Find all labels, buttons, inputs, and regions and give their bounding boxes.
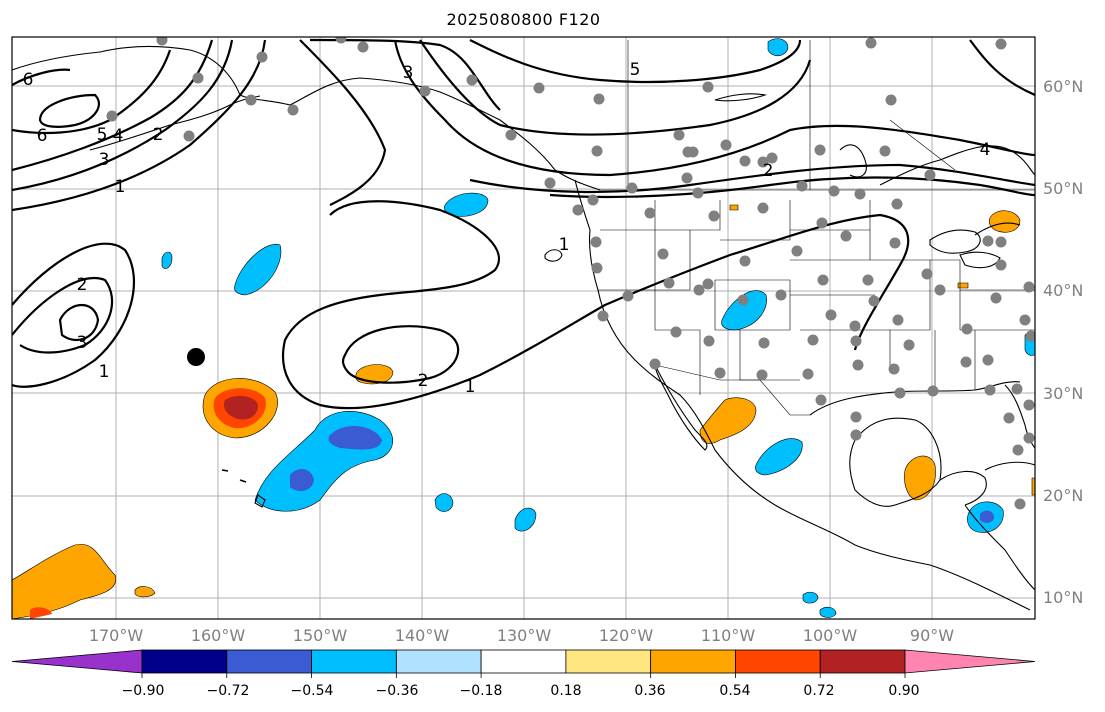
contour-label: 1 (559, 235, 570, 255)
colorbar-extend-low (11, 649, 143, 674)
lon-label-140w: 140°W (394, 626, 450, 645)
contour-label: 4 (113, 126, 124, 146)
colorbar-tick-label: −0.18 (459, 683, 503, 699)
lat-label-50n: 50°N (1043, 179, 1084, 198)
colorbar-tick-label: −0.90 (121, 683, 165, 699)
colorbar-tick-label: 0.18 (550, 683, 582, 699)
lat-label-40n: 40°N (1043, 281, 1084, 300)
contour-label: 6 (23, 70, 34, 90)
station-markers (106, 37, 1035, 510)
colorbar-tick-label: 0.36 (634, 683, 666, 699)
lat-label-10n: 10°N (1043, 588, 1084, 607)
colorbar-extend-high (904, 649, 1036, 674)
map-frame (11, 36, 1036, 620)
negative-anomaly-core (328, 425, 382, 450)
lon-label-120w: 120°W (598, 626, 654, 645)
contour-label: 1 (99, 362, 110, 382)
colorbar-segment (650, 649, 736, 674)
lat-label-20n: 20°N (1043, 486, 1084, 505)
colorbar-tick-label: −0.72 (206, 683, 250, 699)
contour-label: 2 (418, 371, 429, 391)
contour-label: 5 (630, 60, 641, 80)
colorbar-segment (311, 649, 397, 674)
lat-label-30n: 30°N (1043, 384, 1084, 403)
contour-label: 3 (77, 333, 88, 353)
colorbar-tick-label: 0.72 (803, 683, 835, 699)
lon-label-150w: 150°W (292, 626, 348, 645)
contour-label: 2 (153, 125, 164, 145)
contour-label-group: 6 6 5 4 3 2 1 2 3 1 5 2 4 2 1 3 1 (23, 60, 991, 397)
lon-label-100w: 100°W (802, 626, 858, 645)
lon-label-130w: 130°W (496, 626, 552, 645)
contour-label: 3 (403, 63, 414, 83)
contour-label: 2 (77, 275, 88, 295)
contour-label: 1 (115, 177, 126, 197)
contour-label: 1 (465, 377, 476, 397)
colorbar-segment (141, 649, 228, 674)
lat-label-60n: 60°N (1043, 77, 1084, 96)
storm-center-marker (187, 348, 205, 366)
colorbar-segment (819, 649, 906, 674)
colorbar-segment (226, 649, 312, 674)
contour-label: 4 (980, 140, 991, 160)
positive-anomaly-max (223, 395, 258, 420)
colorbar-segment (735, 649, 821, 674)
contour-label: 3 (99, 150, 110, 170)
map-title: 2025080800 F120 (446, 10, 601, 29)
lon-label-170w: 170°W (88, 626, 144, 645)
contour-label: 2 (763, 161, 774, 181)
contour-label: 5 (97, 125, 108, 145)
negative-anomaly-core (290, 468, 314, 492)
colorbar-tick-label: 0.90 (888, 683, 920, 699)
colorbar-tick-label: 0.54 (719, 683, 751, 699)
colorbar (11, 649, 1036, 678)
anomaly-fills (12, 38, 1035, 619)
coastlines (12, 45, 1035, 611)
colorbar-segment (395, 649, 482, 674)
lon-label-160w: 160°W (190, 626, 246, 645)
contour-label: 6 (37, 126, 48, 146)
lon-label-90w: 90°W (909, 626, 955, 645)
colorbar-segment (480, 649, 567, 674)
contour-lines (12, 38, 1035, 410)
colorbar-tick-label: −0.54 (290, 683, 334, 699)
colorbar-tick-label: −0.36 (375, 683, 419, 699)
lon-label-110w: 110°W (700, 626, 756, 645)
colorbar-segment (565, 649, 652, 674)
